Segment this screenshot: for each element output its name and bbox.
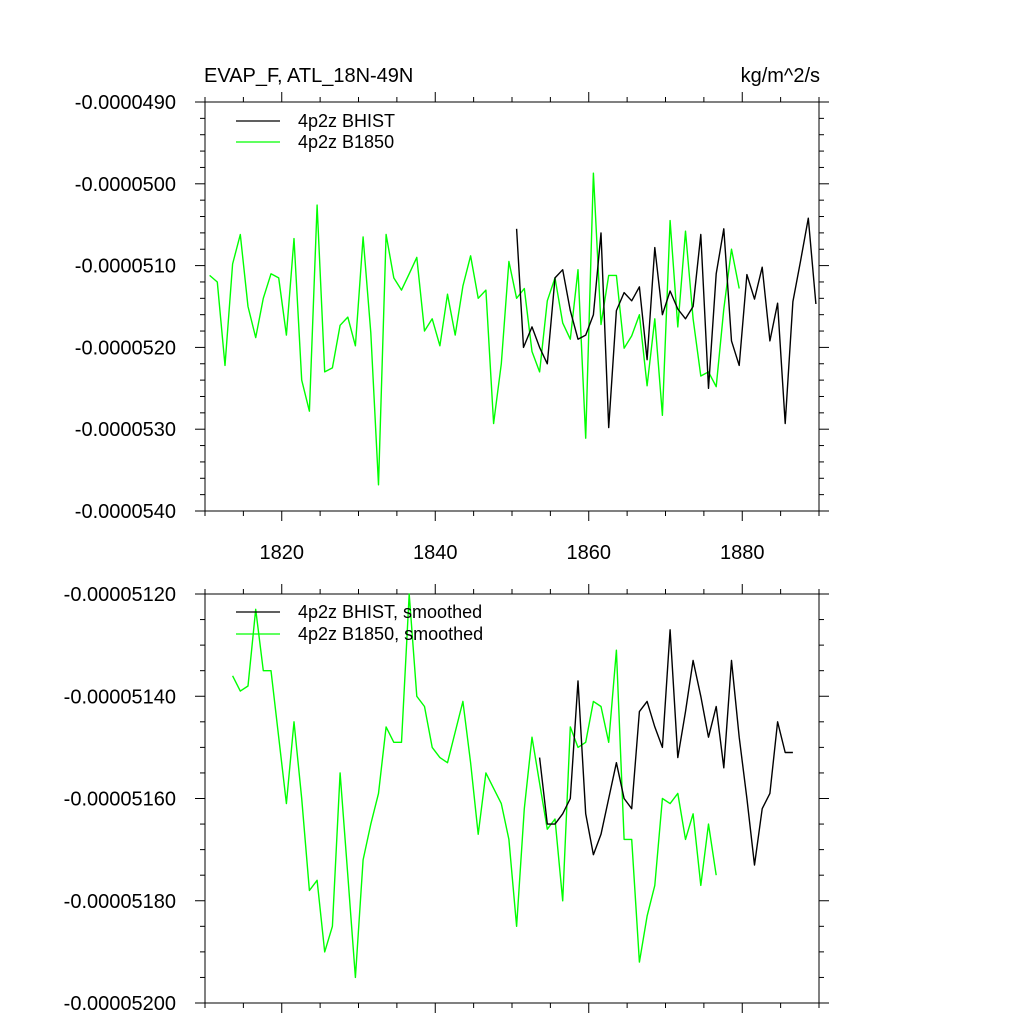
top-ytick-label: -0.0000500	[75, 174, 176, 196]
top-ytick-label: -0.0000540	[75, 501, 176, 523]
bottom-ytick-label: -0.00005140	[64, 686, 176, 708]
top-ytick-label: -0.0000520	[75, 337, 176, 359]
figure-title: EVAP_F, ATL_18N-49N	[204, 65, 413, 87]
bottom-legend-label-bhist: 4p2z BHIST, smoothed	[298, 602, 482, 622]
top-legend: 4p2z BHIST 4p2z B1850	[236, 111, 395, 152]
bottom-plot-frame	[204, 593, 820, 1004]
top-xtick-label: 1840	[413, 542, 458, 564]
top-legend-label-b1850: 4p2z B1850	[298, 132, 394, 152]
figure-units: kg/m^2/s	[741, 65, 820, 87]
top-ytick-label: -0.0000490	[75, 92, 176, 114]
top-legend-label-bhist: 4p2z BHIST	[298, 111, 395, 131]
bottom-ytick-label: -0.00005180	[64, 891, 176, 913]
top-xtick-label: 1860	[567, 542, 612, 564]
top-series-lines	[209, 172, 817, 486]
bottom-ytick-label: -0.00005120	[64, 584, 176, 606]
top-xtick-label: 1820	[260, 542, 305, 564]
bottom-ytick-label: -0.00005200	[64, 993, 176, 1015]
bottom-legend: 4p2z BHIST, smoothed 4p2z B1850, smoothe…	[236, 602, 483, 644]
top-axis-ticks: 1820 1840 1860 1880 -0.0000540 -0.0000530 -0.0…	[75, 92, 829, 564]
top-series-b1850-line	[209, 172, 740, 486]
top-panel: 1820 1840 1860 1880 -0.0000540 -0.0000530 -0.0…	[75, 92, 829, 564]
top-ytick-label: -0.0000530	[75, 419, 176, 441]
bottom-axis-ticks: -0.00005200 -0.00005180 -0.00005160 -0.0000…	[64, 584, 829, 1015]
top-xtick-label: 1880	[720, 542, 765, 564]
top-ytick-label: -0.0000510	[75, 256, 176, 278]
bottom-series-bhist-line	[538, 629, 793, 866]
bottom-panel: -0.00005200 -0.00005180 -0.00005160 -0.0000…	[64, 584, 829, 1015]
bottom-series-b1850-line	[231, 593, 717, 979]
top-series-bhist-line	[515, 217, 817, 429]
bottom-legend-label-b1850: 4p2z B1850, smoothed	[298, 624, 483, 644]
bottom-ytick-label: -0.00005160	[64, 789, 176, 811]
bottom-series-lines	[231, 593, 793, 979]
